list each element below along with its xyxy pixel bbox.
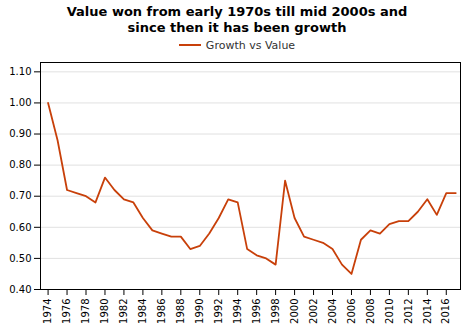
svg-text:1994: 1994 — [232, 299, 243, 324]
svg-text:1996: 1996 — [251, 299, 262, 324]
svg-text:1998: 1998 — [270, 299, 281, 324]
svg-text:2008: 2008 — [365, 299, 376, 324]
svg-text:0.90: 0.90 — [9, 128, 31, 139]
svg-text:1984: 1984 — [137, 299, 148, 324]
html-text:Growth vs Value: Growth vs Value — [205, 38, 296, 52]
svg-text:2016: 2016 — [440, 299, 451, 324]
svg-text:0.80: 0.80 — [9, 159, 31, 170]
svg-text:0.40: 0.40 — [9, 284, 31, 295]
html-text:Value won from early 1970s til: Value won from early 1970s till mid 2000… — [66, 4, 408, 35]
svg-text:2006: 2006 — [346, 299, 357, 324]
svg-text:0.70: 0.70 — [9, 190, 31, 201]
svg-text:2010: 2010 — [384, 299, 395, 324]
svg-text:2004: 2004 — [327, 299, 338, 324]
svg-text:1990: 1990 — [194, 299, 205, 324]
svg-text:2000: 2000 — [289, 299, 300, 324]
svg-text:0.60: 0.60 — [9, 222, 31, 233]
svg-text:0.50: 0.50 — [9, 253, 31, 264]
svg-text:1976: 1976 — [61, 299, 72, 324]
svg-text:2002: 2002 — [308, 299, 319, 324]
svg-text:1980: 1980 — [99, 299, 110, 324]
svg-text:1974: 1974 — [42, 299, 53, 324]
svg-text:2014: 2014 — [422, 299, 433, 324]
svg-text:2012: 2012 — [403, 299, 414, 324]
svg-text:1986: 1986 — [156, 299, 167, 324]
svg-text:1.00: 1.00 — [9, 97, 31, 108]
svg-text:1978: 1978 — [80, 299, 91, 324]
svg-text:1982: 1982 — [118, 299, 129, 324]
svg-text:1.10: 1.10 — [9, 66, 31, 77]
svg-text:1992: 1992 — [213, 299, 224, 324]
svg-text:1988: 1988 — [175, 299, 186, 324]
